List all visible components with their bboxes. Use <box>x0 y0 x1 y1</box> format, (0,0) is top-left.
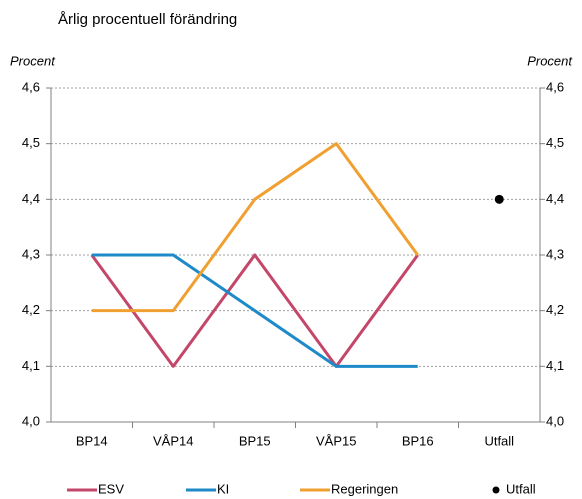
series-line <box>91 142 419 313</box>
data-point <box>494 194 504 204</box>
y2-tick-label: 4,4 <box>546 191 564 206</box>
y2-axis-label: Procent <box>527 53 573 68</box>
x-tick-label: VÅP14 <box>153 433 193 448</box>
chart-title: Årlig procentuell förändring <box>58 11 237 28</box>
series-line <box>90 253 419 368</box>
x-tick-label: VÅP15 <box>316 433 356 448</box>
y-tick-label: 4,5 <box>22 135 40 150</box>
x-tick-label: Utfall <box>484 433 514 448</box>
legend-marker <box>492 486 500 494</box>
x-tick-label: BP16 <box>402 433 434 448</box>
y-tick-label: 4,0 <box>22 413 40 428</box>
y2-tick-label: 4,5 <box>546 135 564 150</box>
legend-label: Utfall <box>506 481 536 496</box>
y2-tick-label: 4,3 <box>546 246 564 261</box>
y-tick-label: 4,2 <box>22 302 40 317</box>
x-tick-label: BP14 <box>76 433 108 448</box>
y-tick-label: 4,1 <box>22 358 40 373</box>
y2-tick-label: 4,0 <box>546 413 564 428</box>
y-axis-label: Procent <box>10 53 56 68</box>
y2-tick-label: 4,1 <box>546 358 564 373</box>
legend-label: ESV <box>98 481 124 496</box>
series-line <box>91 253 418 368</box>
x-tick-label: BP15 <box>239 433 271 448</box>
y2-tick-label: 4,6 <box>546 79 564 94</box>
legend-label: Regeringen <box>331 481 398 496</box>
y-tick-label: 4,6 <box>22 79 40 94</box>
y-tick-label: 4,4 <box>22 191 40 206</box>
legend-label: KI <box>217 481 229 496</box>
y2-tick-label: 4,2 <box>546 302 564 317</box>
y-tick-label: 4,3 <box>22 246 40 261</box>
